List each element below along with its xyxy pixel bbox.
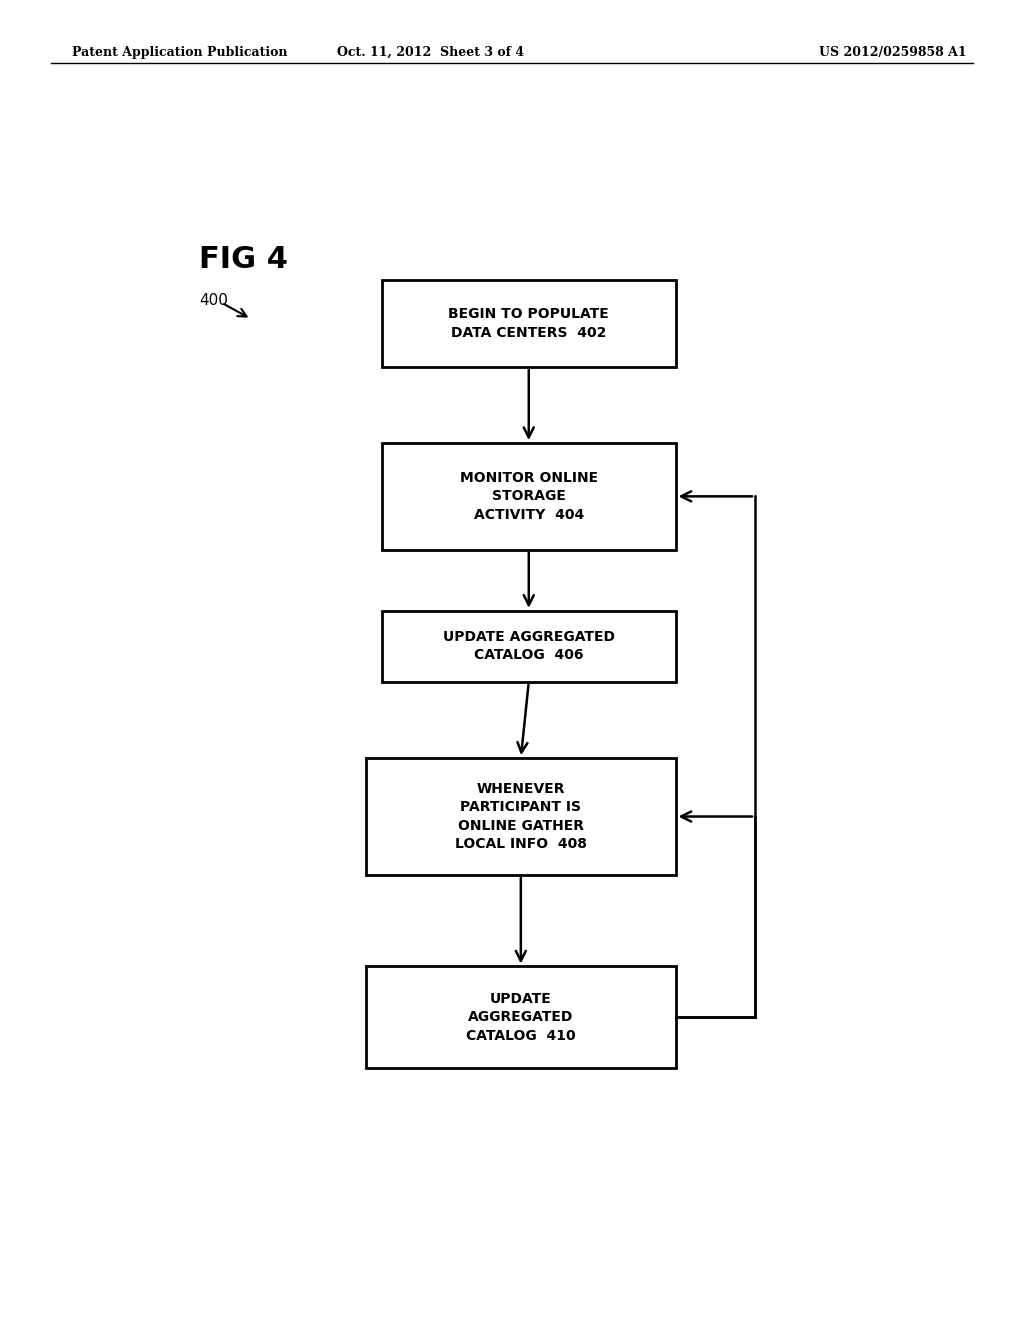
Bar [367, 966, 676, 1068]
Bar [382, 280, 676, 367]
Text: UPDATE
AGGREGATED
CATALOG  410: UPDATE AGGREGATED CATALOG 410 [466, 991, 575, 1043]
Bar [367, 758, 676, 875]
Bar [382, 611, 676, 682]
Text: UPDATE AGGREGATED
CATALOG  406: UPDATE AGGREGATED CATALOG 406 [442, 630, 614, 663]
Text: BEGIN TO POPULATE
DATA CENTERS  402: BEGIN TO POPULATE DATA CENTERS 402 [449, 308, 609, 339]
Text: FIG 4: FIG 4 [200, 244, 289, 273]
Text: US 2012/0259858 A1: US 2012/0259858 A1 [819, 46, 967, 59]
Bar [382, 444, 676, 549]
Text: Oct. 11, 2012  Sheet 3 of 4: Oct. 11, 2012 Sheet 3 of 4 [337, 46, 523, 59]
Text: Patent Application Publication: Patent Application Publication [72, 46, 287, 59]
Text: MONITOR ONLINE
STORAGE
ACTIVITY  404: MONITOR ONLINE STORAGE ACTIVITY 404 [460, 471, 598, 521]
Text: 400: 400 [200, 293, 228, 308]
Text: WHENEVER
PARTICIPANT IS
ONLINE GATHER
LOCAL INFO  408: WHENEVER PARTICIPANT IS ONLINE GATHER LO… [455, 781, 587, 851]
